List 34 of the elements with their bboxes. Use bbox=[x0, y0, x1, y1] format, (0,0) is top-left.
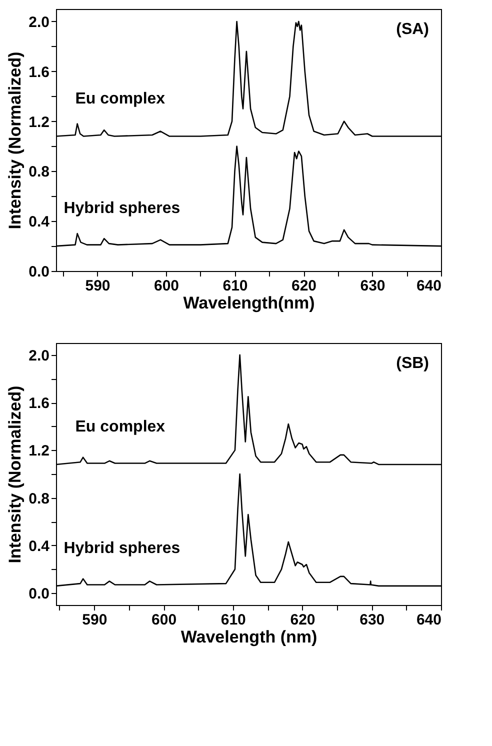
series-label: Eu complex bbox=[75, 418, 166, 436]
x-tick-label: 630 bbox=[360, 278, 386, 294]
y-tick-label: 1.6 bbox=[28, 64, 50, 81]
y-tick-label: 0.8 bbox=[28, 490, 50, 508]
y-tick-label: 0.8 bbox=[28, 164, 50, 181]
x-tick-label: 600 bbox=[152, 612, 177, 628]
x-tick-label: 640 bbox=[416, 612, 442, 628]
x-tick-label: 610 bbox=[222, 278, 248, 294]
x-tick-label: 590 bbox=[82, 612, 108, 628]
x-tick-label: 620 bbox=[290, 612, 316, 628]
y-axis-title: Intensity (Normalized) bbox=[6, 386, 25, 564]
text: 0.0 bbox=[28, 586, 50, 603]
x-tick-label: 610 bbox=[220, 612, 246, 628]
y-tick-label: 1.2 bbox=[28, 114, 50, 131]
text: 2.0 bbox=[28, 347, 50, 364]
series-label: Eu complex bbox=[75, 90, 166, 108]
text: 0.0 bbox=[28, 264, 50, 280]
x-tick-label: 630 bbox=[360, 612, 385, 628]
y-tick-label: 0.4 bbox=[28, 538, 50, 555]
x-tick-label: 640 bbox=[416, 278, 442, 294]
y-tick-label: 0.4 bbox=[28, 214, 50, 231]
y-axis-title: Intensity (Normalized) bbox=[6, 52, 25, 230]
annotation: (SB) bbox=[396, 355, 429, 372]
x-tick-label: 590 bbox=[85, 278, 110, 294]
series-label: Hybrid spheres bbox=[64, 200, 180, 218]
x-tick-label: 600 bbox=[154, 278, 180, 294]
x-tick-label: 620 bbox=[291, 278, 317, 294]
x-axis-title: Wavelength (nm) bbox=[180, 628, 318, 646]
text: 2.0 bbox=[28, 14, 50, 31]
series-label: Hybrid spheres bbox=[64, 540, 180, 557]
annotation: (SA) bbox=[396, 21, 429, 38]
y-tick-label: 1.6 bbox=[28, 395, 50, 412]
x-axis-title: Wavelength(nm) bbox=[183, 294, 315, 312]
y-tick-label: 1.2 bbox=[28, 442, 50, 460]
